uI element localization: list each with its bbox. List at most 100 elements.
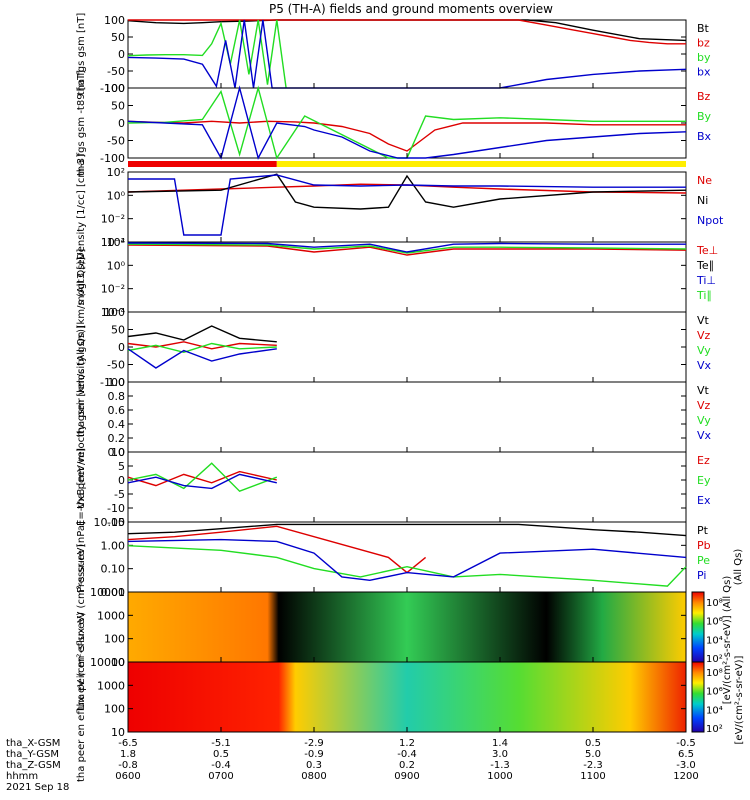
- y-tick-label: 1000: [97, 679, 125, 692]
- heatmaps-layer: 10000 1000 100 10 tha peir en eflux eV (cm²-…: [76, 544, 687, 782]
- legend-entry: Pe: [697, 554, 710, 567]
- legend-entry: Vx: [697, 429, 712, 442]
- x-row-label: tha_X-GSM: [6, 738, 60, 749]
- legend-entry: Vz: [697, 399, 711, 412]
- series-Npot: [128, 174, 686, 236]
- legend-entry: bx: [697, 66, 711, 79]
- series-Ey: [127, 462, 278, 493]
- y-tick-label: 0.4: [108, 418, 126, 431]
- y-tick-label: 50: [111, 31, 125, 44]
- y-axis-label: E=-VxB [mV/m]: [76, 448, 87, 526]
- x-tick-label: 1100: [580, 771, 605, 782]
- series-Ti⊥: [127, 242, 686, 253]
- series-Vy: [127, 342, 277, 354]
- x-row-label: hhmm: [6, 771, 38, 782]
- y-tick-label: 10⁻²: [101, 283, 125, 296]
- series-Ni: [127, 173, 687, 210]
- y-tick-label: 10⁻⁴: [101, 306, 126, 319]
- legend-entry: Ez: [697, 454, 710, 467]
- y-tick-label: -100: [100, 82, 125, 95]
- x-tick-label: 0600: [115, 771, 140, 782]
- y-tick-label: 50: [111, 324, 125, 337]
- y-tick-label: -100: [100, 376, 125, 389]
- legend-entry: Bx: [697, 130, 712, 143]
- y-tick-label: 10⁰: [107, 259, 126, 272]
- y-tick-label: 10: [111, 656, 125, 669]
- colorbar-tick-label: 10⁶: [706, 617, 723, 628]
- series-Pt: [127, 523, 687, 537]
- x-tick-label: -0.9: [304, 749, 324, 760]
- y-axis-label: mogt3 [eV]: [76, 249, 87, 306]
- panel-peer_velocity: 1.00.80.60.40.20.0 tha peer velocity gsm …: [76, 325, 712, 509]
- legend-entry: Vy: [697, 414, 711, 427]
- panel-frame: [127, 87, 687, 159]
- legend-entry: Te∥: [696, 259, 714, 272]
- y-tick-label: 1.00: [101, 539, 126, 552]
- y-axis-label: tha peir velocity gsm [km/s (All Qs)]: [76, 257, 87, 438]
- colorbar-label: [eV/(cm²-s-sr-eV)]: [734, 655, 745, 744]
- y-tick-label: 10000: [90, 656, 125, 669]
- x-tick-label: 1200: [673, 771, 698, 782]
- y-tick-label: 0: [118, 474, 125, 487]
- legend-entry: Vy: [697, 344, 711, 357]
- y-tick-label: 0.8: [108, 390, 126, 403]
- series-by: [127, 19, 287, 89]
- legend-entry: Pb: [697, 539, 711, 552]
- x-tick-label: -5.1: [211, 738, 231, 749]
- x-row-label: tha_Z-GSM: [6, 760, 61, 771]
- y-tick-label: 100: [104, 82, 125, 95]
- series-Bx: [127, 85, 687, 160]
- panel-frame: [127, 381, 687, 453]
- x-tick-label: -0.4: [211, 760, 231, 771]
- panel-frame: [127, 171, 687, 243]
- x-tick-label: 0.5: [213, 749, 229, 760]
- legend-entry: by: [697, 51, 711, 64]
- series-Ez: [127, 470, 277, 487]
- y-tick-label: -50: [107, 135, 125, 148]
- x-tick-label: 5.0: [585, 749, 601, 760]
- x-tick-label: 0.3: [306, 760, 322, 771]
- panel-temperature: 10² 10⁰ 10⁻² 10⁻⁴ mogt3 [eV] Te⊥ Te∥ Ti⊥ Ti∥: [76, 236, 718, 319]
- series-Pi: [127, 538, 687, 582]
- x-tick-label: -2.3: [583, 760, 603, 771]
- x-tick-label: 0900: [394, 771, 419, 782]
- legend-entry: Ne: [697, 174, 712, 187]
- colorbar-top: [691, 591, 705, 663]
- x-tick-label: 0.2: [399, 760, 415, 771]
- panel-pressure: 10.00 1.00 0.10 0.01 Pressure [nPa] Pt Pb Pe Pi (…: [76, 516, 744, 599]
- heatmap-peir_energy: [128, 592, 686, 662]
- legend-entry: Npot: [697, 214, 724, 227]
- y-tick-label: 10: [111, 446, 125, 459]
- legend-entry: Bt: [697, 22, 710, 35]
- y-axis-label: tha peer en eflux eV (cm²-s-sr-eV): [76, 612, 87, 782]
- y-tick-label: 100: [104, 633, 125, 646]
- series-Pe: [127, 545, 687, 587]
- y-tick-label: 5: [118, 460, 125, 473]
- series-Ti∥: [127, 243, 687, 254]
- colorbar-tick-label: 10²: [706, 654, 723, 665]
- x-tick-label: 3.0: [492, 749, 508, 760]
- panel-fgs_gsm_t89: 100 50 0 -50 -100 tha fgs gsm -t89 [nT] Bz By Bx: [76, 70, 712, 176]
- colorbar-tick-label: 10⁸: [706, 668, 723, 679]
- x-tick-label: -2.9: [304, 738, 324, 749]
- x-tick-label: -6.5: [118, 738, 138, 749]
- legend-entry: By: [697, 110, 712, 123]
- y-tick-label: 10²: [107, 236, 125, 249]
- y-tick-label: 10⁻²: [101, 213, 125, 226]
- legend-entry: Ex: [697, 494, 711, 507]
- y-axis-label: Pressure [nPa]: [76, 521, 87, 593]
- colorbar-label-2: [eV/(cm²-s-sr-eV)] (All Qs): [722, 576, 733, 705]
- legend-entry: Bz: [697, 90, 711, 103]
- y-tick-label: 10000: [90, 586, 125, 599]
- y-tick-label: 0.10: [101, 563, 126, 576]
- y-tick-label: -50: [107, 359, 125, 372]
- x-tick-label: 0800: [301, 771, 326, 782]
- y-tick-label: 0.2: [108, 432, 126, 445]
- y-tick-label: 10⁻⁴: [101, 236, 126, 249]
- series-Vx: [127, 348, 277, 369]
